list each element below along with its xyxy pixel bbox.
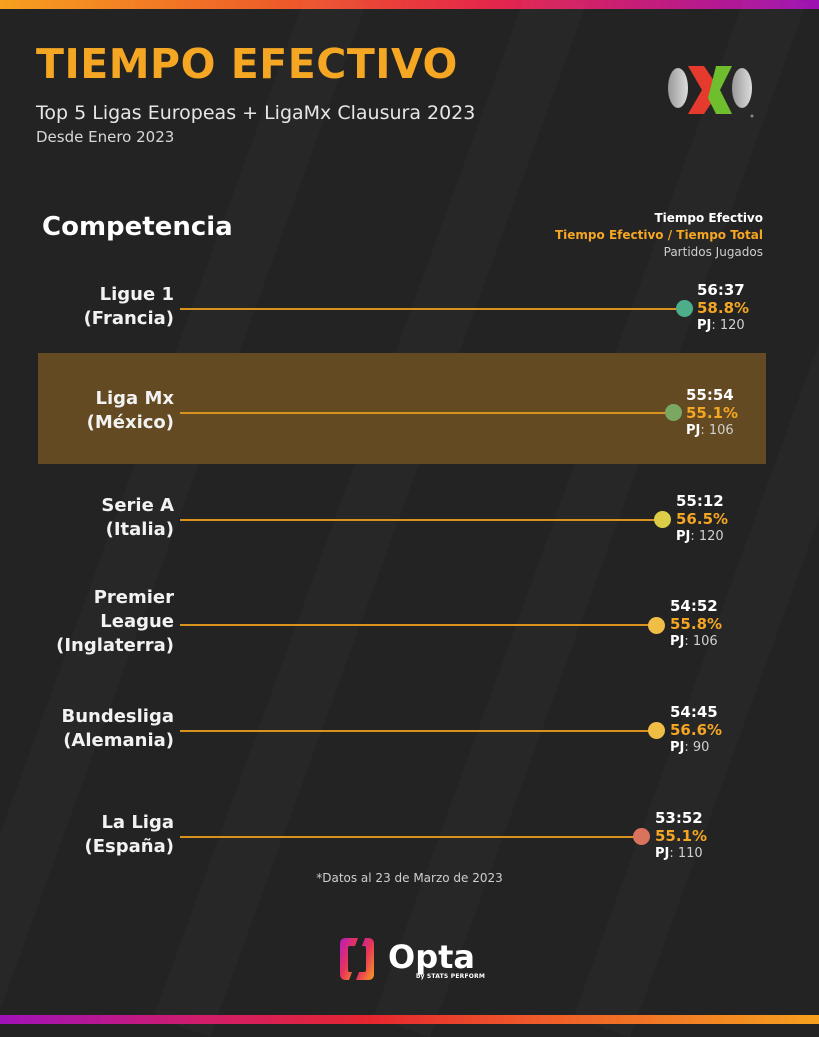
pj-value: PJ: 106: [686, 423, 734, 438]
lollipop-dot: [676, 300, 693, 317]
pj-value: PJ: 120: [676, 529, 724, 544]
lollipop-line: [180, 519, 662, 521]
lollipop-line: [180, 836, 641, 838]
pj-value: PJ: 110: [655, 846, 703, 861]
lollipop-dot: [665, 404, 682, 421]
opta-wordmark: Opta: [388, 938, 475, 976]
row-values: 54:45 56.6% PJ: 90: [670, 703, 722, 757]
tiempo-efectivo-value: 56:37: [697, 281, 745, 299]
legend-partidos: Partidos Jugados: [663, 245, 763, 259]
highlight-band: [38, 353, 766, 464]
league-label: Premier League (Inglaterra): [56, 587, 174, 656]
pj-value: PJ: 120: [697, 318, 745, 333]
lollipop-dot: [654, 511, 671, 528]
pj-value: PJ: 90: [670, 740, 710, 755]
row-values: 56:37 58.8% PJ: 120: [697, 281, 749, 335]
ratio-value: 55.1%: [655, 827, 708, 845]
pj-value: PJ: 106: [670, 634, 718, 649]
lollipop-dot: [648, 617, 665, 634]
bottom-gradient-bar: [0, 1015, 819, 1024]
ratio-value: 56.5%: [676, 510, 729, 528]
lollipop-line: [180, 308, 684, 310]
tiempo-efectivo-value: 54:52: [670, 597, 718, 615]
page-subtitle: Top 5 Ligas Europeas + LigaMx Clausura 2…: [36, 102, 476, 124]
footnote: *Datos al 23 de Marzo de 2023: [316, 871, 503, 885]
row-values: 55:54 55.1% PJ: 106: [686, 386, 738, 440]
page-title: TIEMPO EFECTIVO: [36, 40, 458, 88]
opta-logo: Opta by STATS PERFORM: [338, 936, 488, 986]
tiempo-efectivo-value: 53:52: [655, 809, 703, 827]
ratio-value: 58.8%: [697, 299, 750, 317]
league-label: Liga Mx (México): [86, 388, 174, 433]
lollipop-line: [180, 412, 673, 414]
opta-tagline: by STATS PERFORM: [416, 973, 486, 980]
liga-mx-logo-icon: [668, 66, 754, 118]
legend: Tiempo Efectivo Tiempo Efectivo / Tiempo…: [555, 210, 763, 261]
tiempo-efectivo-value: 55:54: [686, 386, 734, 404]
row-values: 54:52 55.8% PJ: 106: [670, 597, 722, 651]
row-values: 55:12 56.5% PJ: 120: [676, 492, 728, 546]
league-label: Serie A (Italia): [101, 495, 174, 540]
column-header: Competencia: [42, 212, 233, 242]
league-label: La Liga (España): [84, 812, 174, 857]
row-values: 53:52 55.1% PJ: 110: [655, 809, 707, 863]
tiempo-efectivo-value: 54:45: [670, 703, 718, 721]
legend-tiempo-efectivo: Tiempo Efectivo: [654, 211, 763, 225]
league-label: Ligue 1 (Francia): [83, 284, 174, 329]
lollipop-line: [180, 624, 656, 626]
opta-mark-icon: [340, 938, 374, 980]
ratio-value: 55.1%: [686, 404, 739, 422]
ratio-value: 55.8%: [670, 615, 723, 633]
legend-ratio: Tiempo Efectivo / Tiempo Total: [554, 228, 763, 242]
lollipop-line: [180, 730, 656, 732]
tiempo-efectivo-value: 55:12: [676, 492, 724, 510]
league-label: Bundesliga (Alemania): [61, 706, 174, 751]
lollipop-dot: [633, 828, 650, 845]
top-gradient-bar: [0, 0, 819, 9]
date-range: Desde Enero 2023: [36, 128, 175, 146]
lollipop-dot: [648, 722, 665, 739]
ratio-value: 56.6%: [670, 721, 723, 739]
